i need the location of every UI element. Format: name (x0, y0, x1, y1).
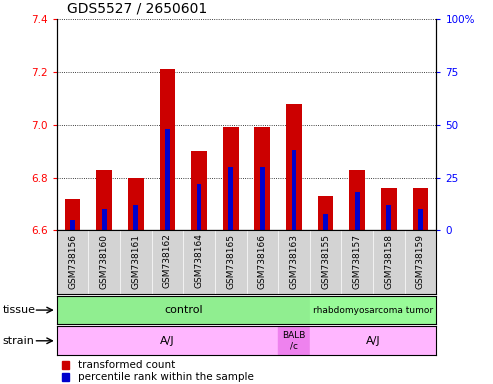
Text: control: control (164, 305, 203, 315)
Bar (160, 70, 176, 230)
Text: GDS5527 / 2650601: GDS5527 / 2650601 (67, 2, 207, 15)
Legend: transformed count, percentile rank within the sample: transformed count, percentile rank withi… (62, 361, 253, 382)
Bar (278, 326, 310, 355)
Bar (310, 296, 436, 324)
Text: BALB
/c: BALB /c (282, 331, 306, 351)
Text: GSM738166: GSM738166 (258, 233, 267, 288)
Bar (57, 296, 310, 324)
Bar (413, 188, 428, 230)
Bar (350, 170, 365, 230)
Bar (254, 127, 270, 230)
Bar (228, 167, 233, 230)
Bar (223, 127, 239, 230)
Text: rhabdomyosarcoma tumor: rhabdomyosarcoma tumor (313, 306, 433, 314)
Text: GSM738162: GSM738162 (163, 233, 172, 288)
Text: GSM738159: GSM738159 (416, 233, 425, 288)
Text: GSM738164: GSM738164 (195, 233, 204, 288)
Text: A/J: A/J (160, 336, 175, 346)
Text: GSM738160: GSM738160 (100, 233, 108, 288)
Bar (102, 209, 106, 230)
Text: A/J: A/J (366, 336, 380, 346)
Bar (165, 129, 170, 230)
Text: GSM738163: GSM738163 (289, 233, 298, 288)
Text: GSM738155: GSM738155 (321, 233, 330, 288)
Bar (65, 199, 80, 230)
Bar (381, 188, 397, 230)
Bar (387, 205, 391, 230)
Bar (418, 209, 423, 230)
Bar (197, 184, 202, 230)
Bar (128, 178, 143, 230)
Bar (260, 167, 265, 230)
Text: GSM738165: GSM738165 (226, 233, 235, 288)
Bar (323, 214, 328, 230)
Bar (191, 151, 207, 230)
Text: GSM738157: GSM738157 (352, 233, 362, 288)
Text: strain: strain (2, 336, 35, 346)
Bar (57, 326, 278, 355)
Text: tissue: tissue (2, 305, 35, 315)
Text: GSM738156: GSM738156 (68, 233, 77, 288)
Bar (291, 150, 296, 230)
Text: GSM738161: GSM738161 (131, 233, 141, 288)
Bar (70, 220, 75, 230)
Bar (134, 205, 138, 230)
Bar (96, 170, 112, 230)
Bar (317, 196, 333, 230)
Text: GSM738158: GSM738158 (385, 233, 393, 288)
Bar (310, 326, 436, 355)
Bar (286, 104, 302, 230)
Bar (355, 192, 359, 230)
